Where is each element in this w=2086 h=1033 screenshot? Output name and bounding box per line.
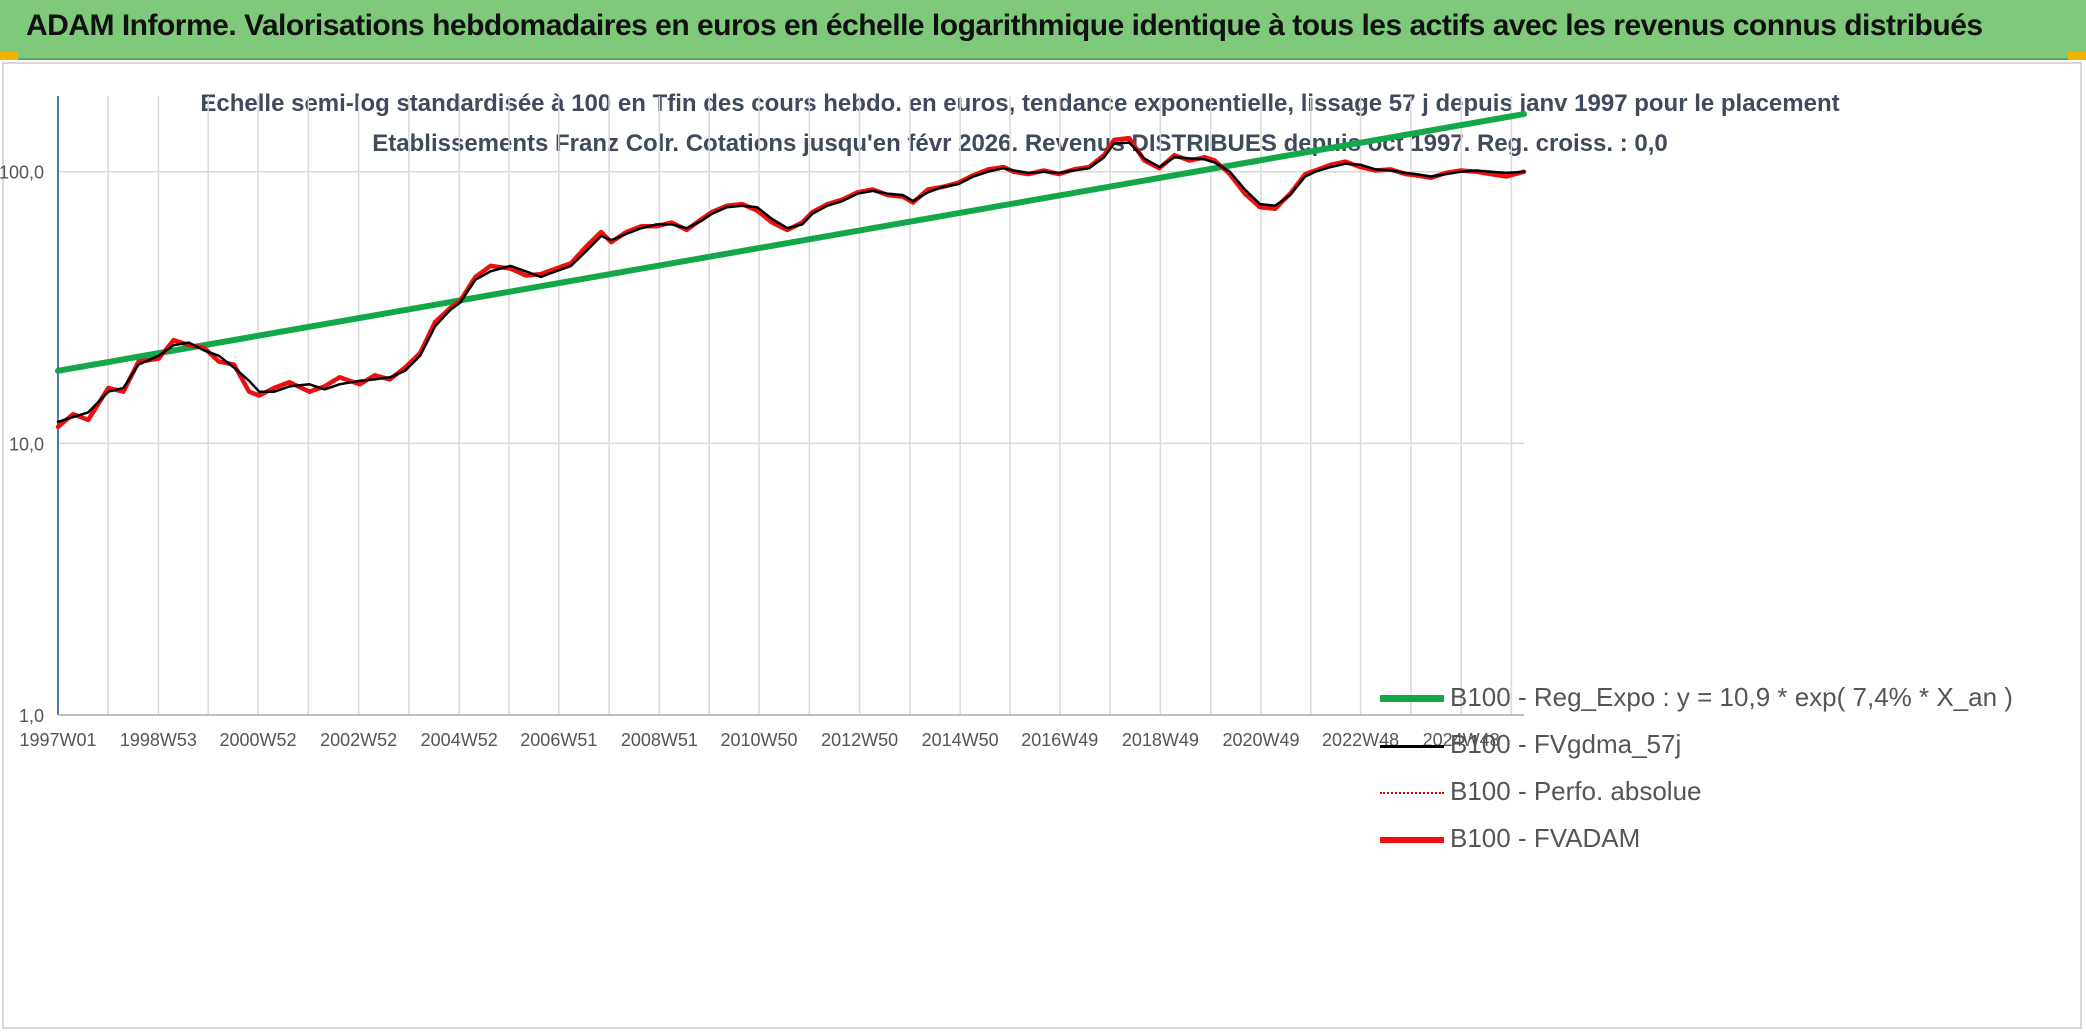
axes xyxy=(57,96,1524,716)
x-tick-label: 2022W48 xyxy=(1322,730,1399,750)
legend-swatch-perfo xyxy=(1380,792,1444,794)
report-title: ADAM Informe. Valorisations hebdomadaire… xyxy=(26,9,1983,42)
header-banner: ADAM Informe. Valorisations hebdomadaire… xyxy=(0,0,2086,60)
legend-swatch-fvadam xyxy=(1380,837,1444,843)
gridlines xyxy=(58,96,1524,716)
tick-labels: 1,0 10,0 100,0 1997W01 1998W53 2000W52 2002W52… xyxy=(0,163,1500,750)
y-tick-label: 100,0 xyxy=(0,163,44,183)
x-tick-label: 2004W52 xyxy=(421,730,498,750)
x-tick-label: 2014W50 xyxy=(922,730,999,750)
legend-item-fvadam: B100 - FVADAM xyxy=(1380,821,2000,868)
x-tick-label: 2010W50 xyxy=(720,730,797,750)
series-moving-average-line xyxy=(56,141,1526,424)
x-tick-label: 2012W50 xyxy=(821,730,898,750)
x-tick-label: 2016W49 xyxy=(1021,730,1098,750)
series-regression-line xyxy=(55,111,1527,374)
x-tick-label: 1997W01 xyxy=(19,730,96,750)
legend-label-perfo: B100 - Perfo. absolue xyxy=(1450,776,1702,806)
legend-item-regression: B100 - Reg_Expo : y = 10,9 * exp( 7,4% *… xyxy=(1380,680,2013,727)
x-tick-label: 2018W49 xyxy=(1122,730,1199,750)
x-tick-label: 2006W51 xyxy=(520,730,597,750)
x-tick-label: 1998W53 xyxy=(120,730,197,750)
x-tick-label: 2002W52 xyxy=(320,730,397,750)
x-tick-label: 2000W52 xyxy=(219,730,296,750)
legend-swatch-regression xyxy=(1380,695,1444,702)
legend-item-perfo: B100 - Perfo. absolue xyxy=(1380,774,2000,821)
legend-label-moving-average: B100 - FVgdma_57j xyxy=(1450,729,1682,759)
chart-title: Echelle semi-log standardisée à 100 en T… xyxy=(200,90,1840,157)
chart-legend: B100 - Reg_Expo : y = 10,9 * exp( 7,4% *… xyxy=(1380,680,2013,868)
series-lines xyxy=(55,111,1527,430)
legend-label-regression: B100 - Reg_Expo : y = 10,9 * exp( 7,4% *… xyxy=(1450,682,2013,712)
corner-marker-right xyxy=(2068,52,2086,60)
legend-label-fvadam: B100 - FVADAM xyxy=(1450,823,1641,853)
y-tick-label: 10,0 xyxy=(9,434,44,454)
legend-swatch-moving-average xyxy=(1380,745,1444,748)
x-tick-label: 2008W51 xyxy=(621,730,698,750)
chart-frame xyxy=(2,62,2082,1029)
legend-item-moving-average: B100 - FVgdma_57j xyxy=(1380,727,2000,774)
x-tick-label: 2020W49 xyxy=(1222,730,1299,750)
series-fvadam-line xyxy=(55,135,1527,430)
corner-marker-left xyxy=(0,52,18,60)
y-tick-label: 1,0 xyxy=(19,706,44,726)
